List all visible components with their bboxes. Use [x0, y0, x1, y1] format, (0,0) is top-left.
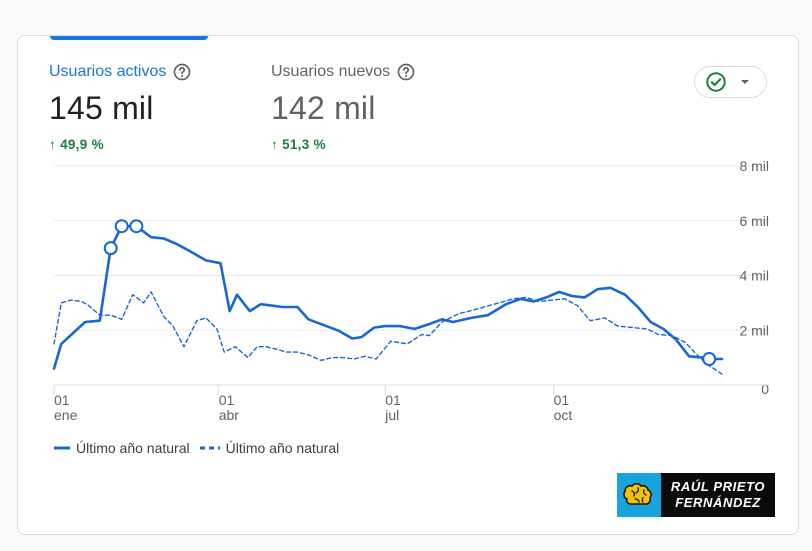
selected-tab-indicator — [50, 36, 208, 40]
check-circle-icon — [706, 72, 726, 92]
legend-item-dashed[interactable]: Último año natural — [199, 440, 340, 456]
metric-change: ↑ 51,3 % — [271, 137, 416, 152]
arrow-up-icon: ↑ — [49, 137, 57, 152]
y-tick-label: 8 mil — [739, 158, 769, 174]
status-dropdown-button[interactable] — [694, 66, 767, 98]
data-point-marker — [114, 219, 129, 234]
legend-dashed-line — [199, 446, 220, 450]
metric-change: ↑ 49,9 % — [49, 137, 192, 152]
legend-solid-line — [54, 446, 70, 450]
chart-series — [52, 224, 724, 375]
metric-label: Usuarios nuevos — [271, 63, 391, 80]
chart-markers — [103, 219, 717, 366]
author-logo: RAÚL PRIETO FERNÁNDEZ — [617, 473, 775, 517]
help-circle-icon[interactable] — [172, 62, 192, 82]
author-name-line1: RAÚL PRIETO — [670, 479, 766, 494]
author-name: RAÚL PRIETO FERNÁNDEZ — [661, 479, 775, 511]
metric-usuarios-nuevos[interactable]: Usuarios nuevos 142 mil ↑ 51,3 % — [271, 62, 416, 152]
metric-usuarios-activos[interactable]: Usuarios activos 145 mil ↑ 49,9 % — [49, 62, 192, 152]
x-tick-month: jul — [384, 407, 399, 423]
data-point-marker — [702, 351, 717, 366]
y-tick-label: 2 mil — [739, 322, 769, 338]
chart-legend: Último año natural Último año natural — [54, 440, 339, 456]
legend-label: Último año natural — [76, 440, 190, 456]
metric-change-value: 49,9 % — [60, 137, 104, 152]
metric-label: Usuarios activos — [49, 63, 167, 80]
x-tick-month: oct — [554, 407, 573, 423]
metric-change-value: 51,3 % — [282, 137, 326, 152]
series-line-dashed — [53, 291, 723, 375]
arrow-up-icon: ↑ — [271, 137, 279, 152]
caret-down-icon — [741, 80, 749, 84]
legend-item-solid[interactable]: Último año natural — [54, 440, 190, 456]
x-tick-day: 01 — [385, 392, 401, 408]
y-tick-label: 4 mil — [739, 268, 769, 284]
x-tick-day: 01 — [219, 392, 235, 408]
series-line-solid — [52, 224, 724, 370]
author-name-line2: FERNÁNDEZ — [675, 495, 761, 510]
y-tick-label: 6 mil — [739, 213, 769, 229]
x-tick-day: 01 — [54, 392, 70, 408]
brain-gear-icon — [617, 473, 661, 517]
data-point-marker — [103, 241, 118, 256]
chart-card: Usuarios activos 145 mil ↑ 49,9 % Usuario… — [17, 35, 799, 535]
data-point-marker — [129, 219, 144, 234]
metric-value: 142 mil — [271, 90, 376, 126]
x-tick-month: abr — [219, 407, 240, 423]
metric-value: 145 mil — [49, 90, 154, 126]
x-tick-month: ene — [54, 407, 78, 423]
help-circle-icon[interactable] — [396, 62, 416, 82]
y-tick-label: 0 — [761, 381, 769, 397]
grid-lines — [54, 165, 770, 331]
legend-label: Último año natural — [225, 440, 340, 456]
x-tick-day: 01 — [554, 392, 570, 408]
